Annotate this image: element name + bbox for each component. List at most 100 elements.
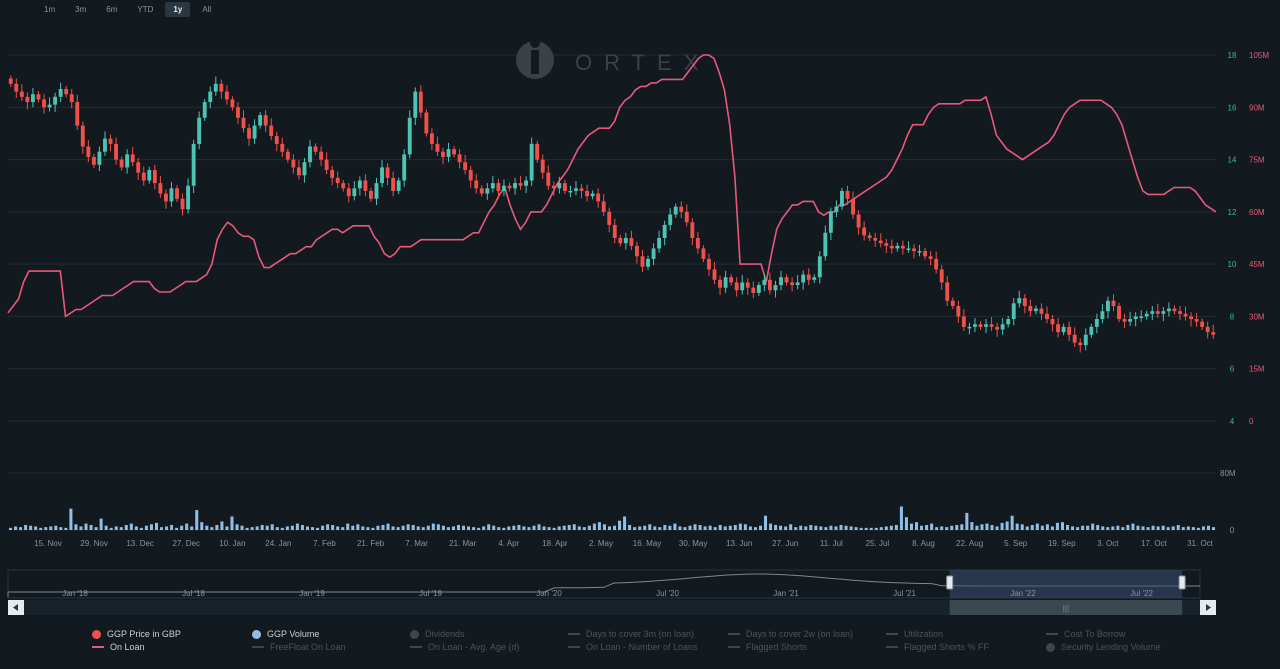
price-candle bbox=[945, 282, 950, 301]
volume-bar bbox=[14, 526, 18, 530]
legend-security-lending-volume[interactable]: Security Lending Volume bbox=[1046, 642, 1161, 652]
volume-bar bbox=[64, 527, 68, 530]
volume-tick-label: 0 bbox=[1230, 526, 1235, 535]
volume-bar bbox=[648, 524, 652, 530]
price-candle bbox=[103, 138, 107, 152]
volume-bar bbox=[462, 525, 466, 530]
volume-bar bbox=[1050, 526, 1054, 530]
navigator-label: Jan '20 bbox=[536, 589, 562, 598]
volume-bar bbox=[814, 525, 818, 530]
price-candle bbox=[1083, 334, 1088, 346]
price-candle bbox=[463, 162, 468, 171]
price-candle bbox=[302, 162, 307, 176]
range-ytd-button[interactable]: YTD bbox=[137, 5, 154, 14]
legend-flagged-shorts[interactable]: Flagged Shorts bbox=[728, 642, 807, 652]
volume-bar bbox=[265, 525, 269, 530]
range-1m-button[interactable]: 1m bbox=[44, 5, 56, 14]
volume-bar bbox=[311, 527, 315, 530]
navigator-label: Jul '19 bbox=[419, 589, 442, 598]
legend-volume[interactable]: GGP Volume bbox=[252, 629, 319, 639]
volume-bar bbox=[628, 525, 632, 530]
scrollbar-thumb[interactable] bbox=[949, 600, 1183, 615]
volume-bar bbox=[441, 525, 445, 530]
volume-bar bbox=[24, 525, 28, 530]
volume-bar bbox=[235, 524, 239, 530]
volume-bar bbox=[804, 526, 808, 530]
legend-line-icon bbox=[728, 646, 740, 648]
volume-bar bbox=[300, 525, 304, 530]
price-candle bbox=[247, 128, 251, 139]
price-candle bbox=[357, 180, 362, 189]
legend-dtc-3m[interactable]: Days to cover 3m (on loan) bbox=[568, 629, 694, 639]
price-candle bbox=[773, 285, 778, 291]
legend-price[interactable]: GGP Price in GBP bbox=[92, 629, 181, 639]
volume-bar bbox=[758, 525, 762, 530]
grip-handle-icon[interactable] bbox=[1178, 575, 1186, 590]
volume-bar bbox=[1186, 526, 1190, 530]
price-candle bbox=[330, 170, 335, 178]
price-candle bbox=[363, 180, 368, 191]
legend-flagged-shorts-ff[interactable]: Flagged Shorts % FF bbox=[886, 642, 989, 652]
legend-cost-to-borrow[interactable]: Cost To Borrow bbox=[1046, 629, 1125, 639]
price-candle bbox=[507, 185, 512, 189]
loan-tick-label: 0 bbox=[1249, 417, 1254, 426]
price-candle bbox=[485, 188, 490, 194]
volume-bar bbox=[975, 525, 979, 530]
volume-bar bbox=[970, 522, 974, 530]
legend-line-icon bbox=[252, 646, 264, 648]
price-candle bbox=[1006, 319, 1011, 325]
legend-number-of-loans[interactable]: On Loan - Number of Loans bbox=[568, 642, 698, 652]
price-candle bbox=[1128, 319, 1133, 322]
price-candle bbox=[163, 193, 168, 202]
range-all-button[interactable]: All bbox=[202, 5, 212, 14]
volume-bar bbox=[1071, 526, 1075, 530]
volume-bar bbox=[321, 525, 325, 530]
price-candle bbox=[812, 277, 817, 280]
range-6m-button[interactable]: 6m bbox=[106, 5, 118, 14]
price-candle bbox=[989, 324, 994, 327]
grid-lines bbox=[8, 54, 1216, 531]
price-candle bbox=[950, 300, 955, 306]
price-tick-label: 4 bbox=[1230, 417, 1235, 426]
price-candle bbox=[241, 117, 246, 129]
volume-bar bbox=[572, 524, 576, 530]
volume-bar bbox=[69, 508, 73, 530]
price-candle bbox=[97, 151, 102, 165]
range-1y-button[interactable]: 1y bbox=[165, 2, 191, 17]
x-tick-label: 2. May bbox=[589, 539, 613, 548]
legend-utilization[interactable]: Utilization bbox=[886, 629, 943, 639]
volume-bar bbox=[547, 527, 551, 530]
navigator[interactable]: Jan '18 Jul '18 Jan '19 Jul '19 Jan '20 Jul '… bbox=[7, 569, 1216, 615]
price-candle bbox=[269, 125, 274, 137]
price-candle bbox=[230, 99, 235, 108]
price-candle bbox=[723, 277, 728, 288]
grip-handle-icon[interactable] bbox=[946, 575, 954, 590]
price-candle bbox=[191, 143, 196, 186]
x-tick-label: 13. Dec bbox=[126, 539, 154, 548]
legend-avg-age[interactable]: On Loan - Avg. Age (d) bbox=[410, 642, 519, 652]
x-tick-label: 3. Oct bbox=[1097, 539, 1119, 548]
legend-on-loan[interactable]: On Loan bbox=[92, 642, 145, 652]
loan-tick-label: 90M bbox=[1249, 103, 1265, 112]
volume-bar bbox=[154, 522, 158, 530]
price-candle bbox=[546, 172, 551, 186]
volume-bar bbox=[920, 525, 924, 530]
price-candle bbox=[208, 91, 213, 103]
volume-bar bbox=[9, 527, 13, 530]
volume-bar bbox=[764, 515, 768, 530]
volume-bar bbox=[225, 526, 229, 530]
price-candle bbox=[1172, 308, 1177, 312]
volume-bar bbox=[29, 525, 33, 530]
legend: GGP Price in GBP GGP Volume Dividends Da… bbox=[0, 626, 1280, 666]
x-tick-label: 5. Sep bbox=[1004, 539, 1028, 548]
scrollbar-grip-icon: ||| bbox=[1063, 604, 1069, 613]
legend-freefloat-on-loan[interactable]: FreeFloat On Loan bbox=[252, 642, 346, 652]
price-candle bbox=[679, 206, 684, 212]
range-3m-button[interactable]: 3m bbox=[75, 5, 87, 14]
legend-line-icon bbox=[886, 633, 898, 635]
legend-dtc-2w[interactable]: Days to cover 2w (on loan) bbox=[728, 629, 853, 639]
price-candle bbox=[435, 143, 440, 152]
price-candle bbox=[468, 170, 473, 181]
volume-bar bbox=[653, 526, 657, 530]
legend-dividends[interactable]: Dividends bbox=[410, 629, 465, 639]
